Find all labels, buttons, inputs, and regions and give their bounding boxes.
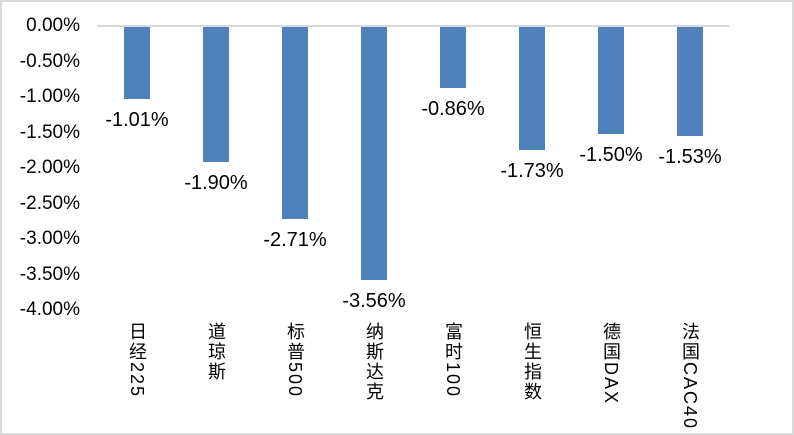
data-label: -1.73% [500,160,564,182]
data-label: -2.71% [263,229,327,251]
y-axis-tick-label: -0.50% [19,50,80,72]
bar [440,27,466,88]
data-label: -1.53% [658,146,722,168]
data-label: -0.86% [421,98,485,120]
category-label: 纳斯达克 [364,322,384,402]
category-label: 标普500 [285,322,305,399]
data-label: -1.90% [184,172,248,194]
y-axis-tick-label: -3.00% [19,228,80,249]
zero-axis-line [97,25,729,27]
y-axis-tick-label: 0.00% [26,15,80,36]
y-axis-tick-label: -3.50% [19,263,80,285]
y-axis-tick-label: -1.50% [19,121,80,143]
y-axis-tick-label: -2.50% [19,192,80,214]
category-label: 富时100 [443,322,463,399]
bar [203,27,229,162]
data-label: -1.50% [579,144,643,166]
bar [598,27,624,134]
data-label: -1.01% [105,109,169,131]
y-axis-tick-label: -1.00% [19,86,80,107]
bar [361,27,387,280]
bar [282,27,308,219]
category-label: 道琼斯 [206,322,226,382]
category-label: 恒生指数 [522,322,542,402]
category-label: 法国CAC40 [680,322,700,431]
data-label: -3.56% [342,290,406,312]
bar [677,27,703,136]
y-axis-tick-label: -4.00% [19,299,80,320]
category-label: 日经225 [127,322,147,399]
bar [124,27,150,99]
y-axis-tick-label: -2.00% [19,157,80,178]
category-label: 德国DAX [601,322,621,406]
bar [519,27,545,150]
